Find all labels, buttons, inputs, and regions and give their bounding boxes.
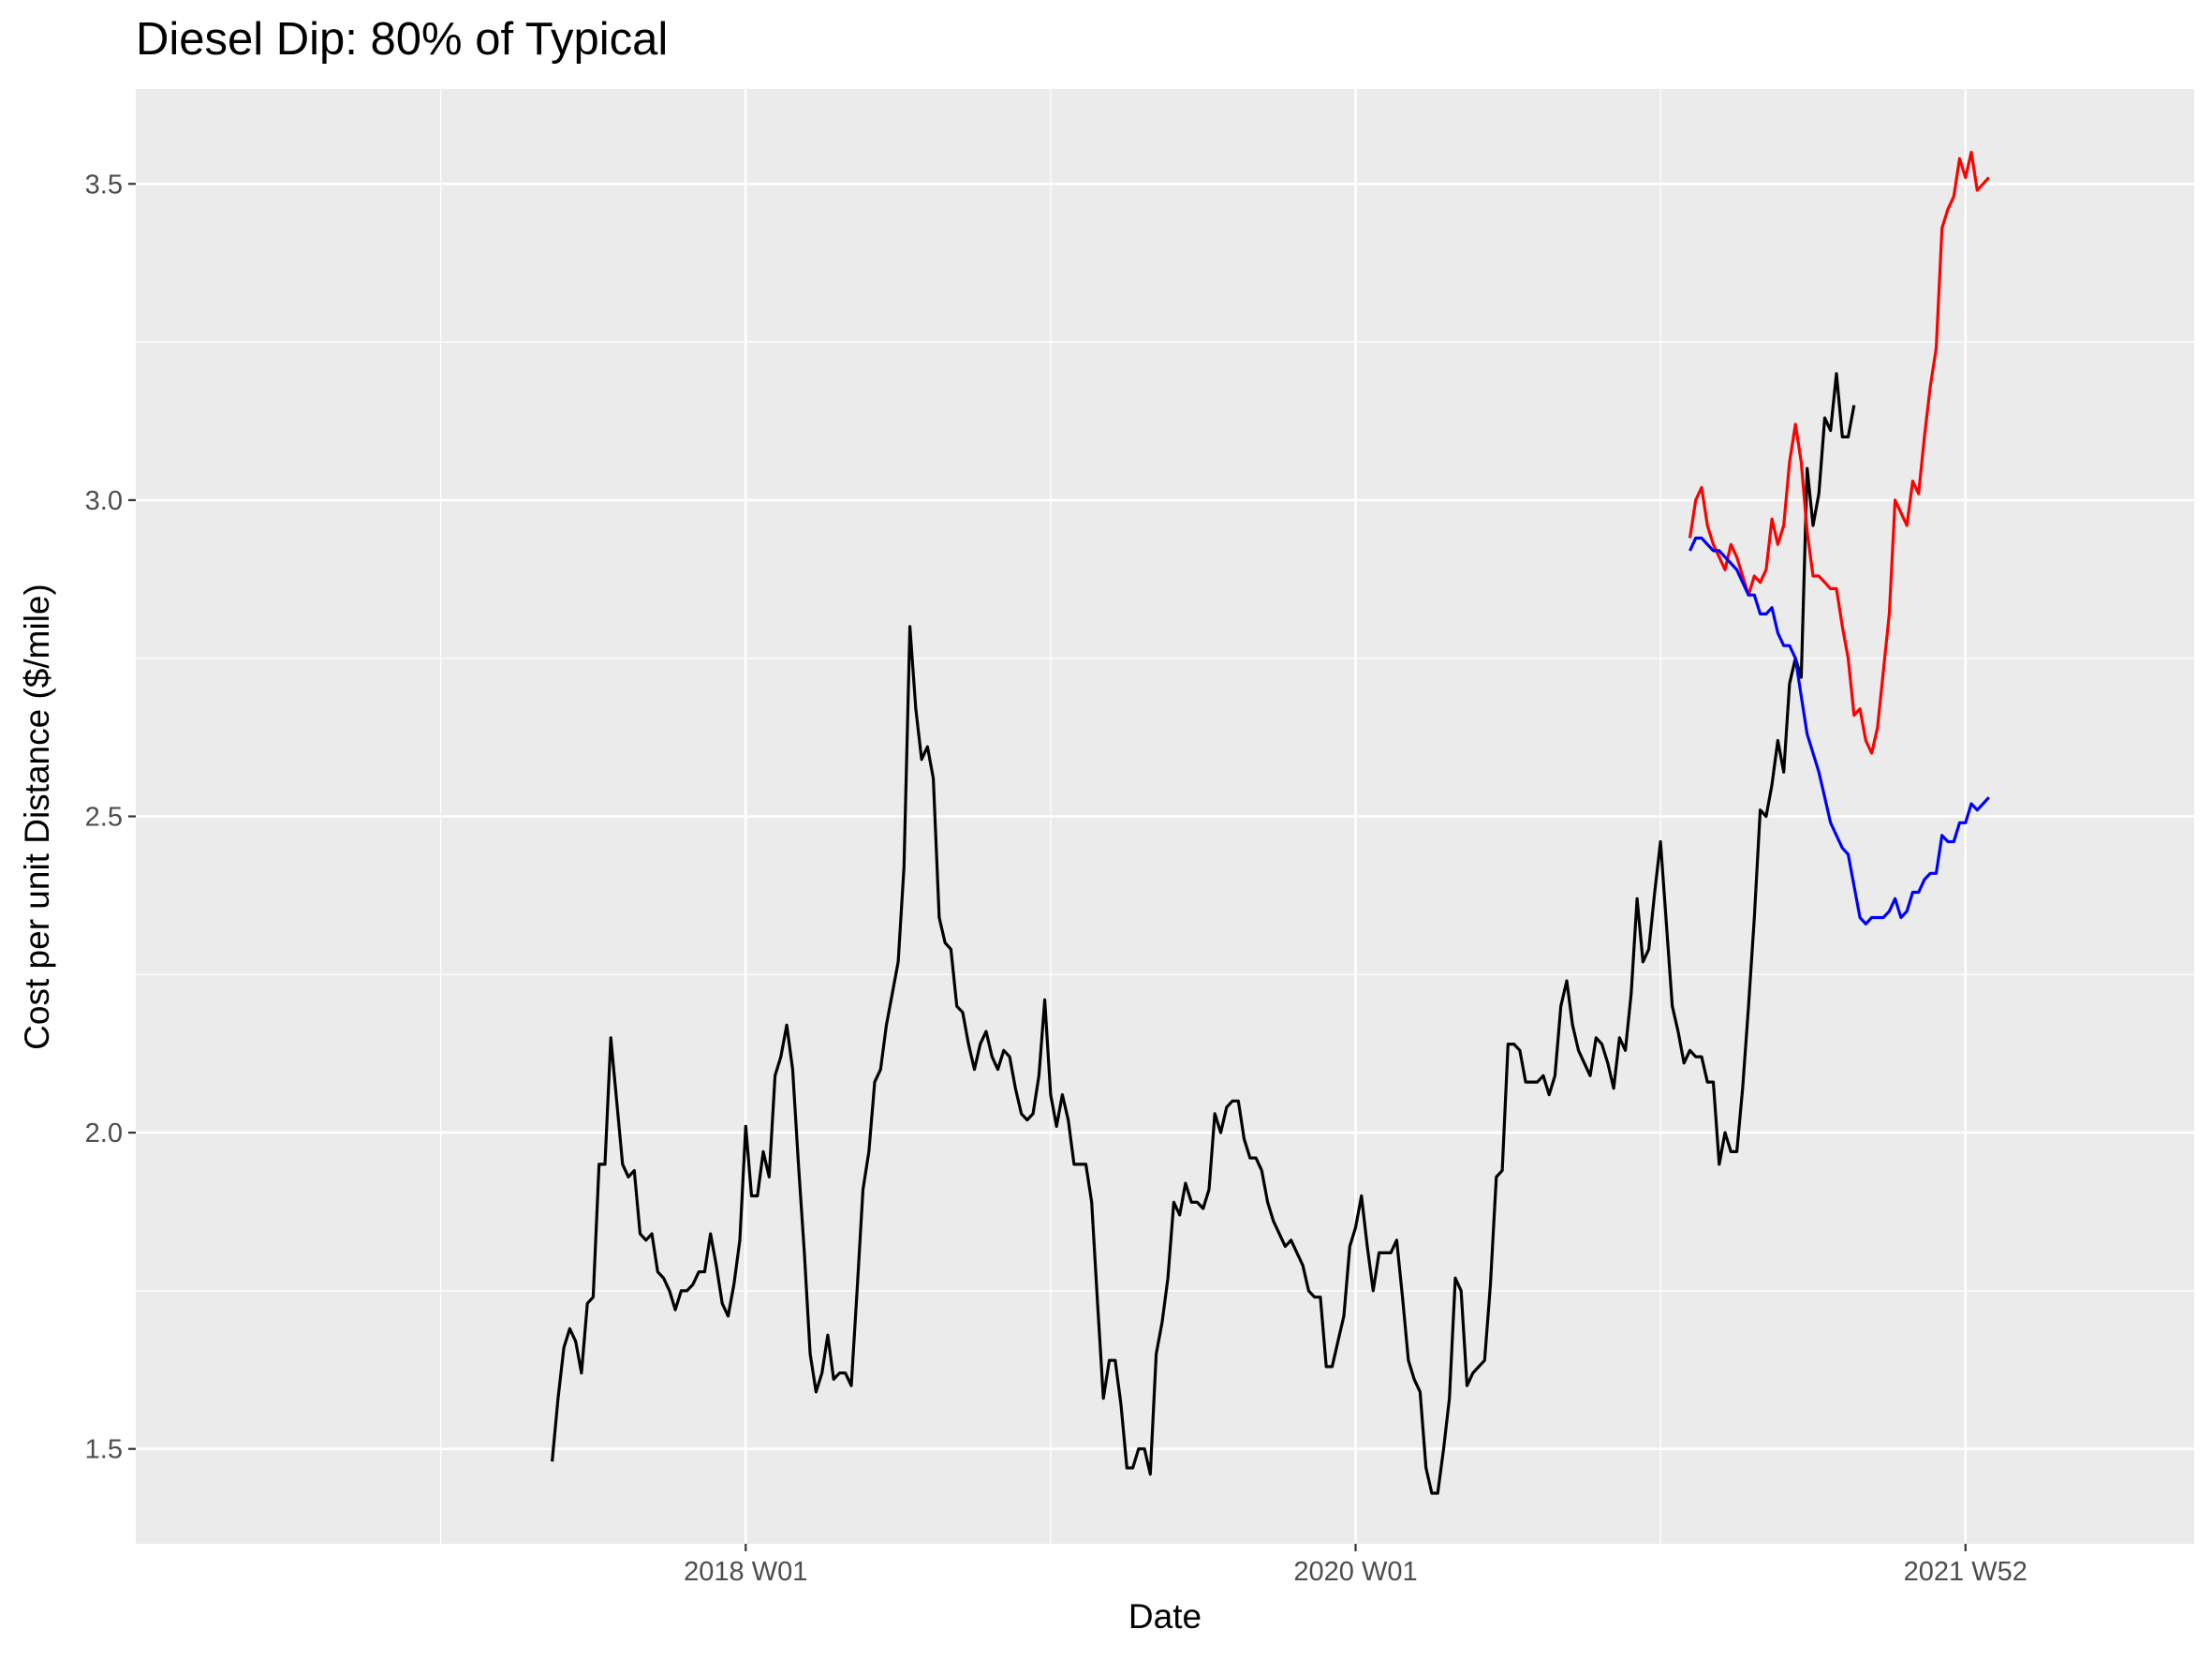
series-line-upper bbox=[1688, 150, 1990, 755]
major-gridlines bbox=[136, 89, 2194, 1544]
y-axis: 1.5 2.0 2.5 3.0 3.5 bbox=[85, 170, 136, 1465]
x-tick-label: 2020 W01 bbox=[1293, 1557, 1417, 1587]
y-tick-label: 2.5 bbox=[85, 803, 123, 833]
x-axis: 2018 W01 2020 W01 2021 W52 bbox=[684, 1544, 2028, 1587]
y-tick-label: 3.5 bbox=[85, 170, 123, 200]
y-axis-title: Cost per unit Distance ($/mile) bbox=[18, 584, 56, 1050]
y-tick-label: 2.0 bbox=[85, 1118, 123, 1148]
y-tick-label: 1.5 bbox=[85, 1435, 123, 1465]
x-axis-title: Date bbox=[1128, 1597, 1202, 1636]
x-tick-label: 2021 W52 bbox=[1904, 1557, 2028, 1587]
y-tick-label: 3.0 bbox=[85, 486, 123, 516]
series-line-lower bbox=[1688, 536, 1990, 926]
chart-title: Diesel Dip: 80% of Typical bbox=[136, 14, 668, 65]
x-tick-label: 2018 W01 bbox=[684, 1557, 807, 1587]
series-lines bbox=[551, 150, 1990, 1495]
series-line-history bbox=[551, 372, 1856, 1495]
